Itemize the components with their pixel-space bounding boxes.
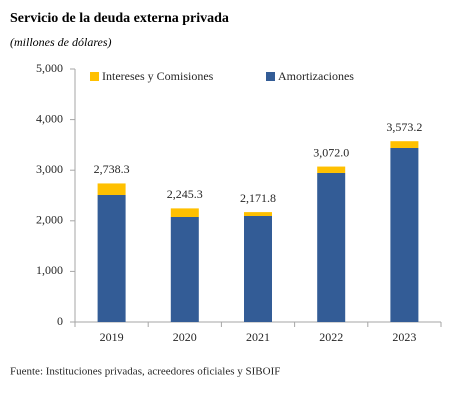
total-label: 3,573.2: [386, 120, 422, 134]
bar-segment: [97, 183, 126, 195]
bar-segment: [390, 147, 419, 322]
legend-swatch: [266, 72, 275, 81]
x-tick-label: 2022: [319, 330, 343, 344]
source-note: Fuente: Instituciones privadas, acreedor…: [10, 366, 280, 378]
bar-segment: [170, 208, 199, 218]
legend-label: Amortizaciones: [278, 69, 354, 83]
y-tick-label: 2,000: [36, 213, 63, 227]
x-tick-label: 2019: [100, 330, 124, 344]
y-tick-label: 4,000: [36, 111, 63, 125]
x-tick-label: 2020: [173, 330, 197, 344]
chart-title: Servicio de la deuda externa privada: [10, 11, 229, 26]
total-label: 2,245.3: [167, 187, 203, 201]
legend-swatch: [90, 72, 99, 81]
bar-segment: [317, 172, 346, 322]
y-tick-label: 3,000: [36, 162, 63, 176]
bar-segment: [317, 166, 346, 173]
bar-segment: [390, 141, 419, 148]
bar-segment: [244, 215, 272, 322]
chart-subtitle: (millones de dólares): [10, 35, 112, 49]
total-label: 3,072.0: [313, 145, 349, 159]
total-label: 2,738.3: [94, 162, 130, 176]
total-label: 2,171.8: [240, 191, 276, 205]
bar-segment: [170, 217, 199, 322]
bar-segment: [97, 194, 126, 322]
x-tick-label: 2023: [392, 330, 416, 344]
bar-segment: [244, 212, 272, 216]
y-tick-label: 5,000: [36, 61, 63, 75]
legend-label: Intereses y Comisiones: [102, 69, 214, 83]
x-tick-label: 2021: [246, 330, 270, 344]
y-tick-label: 0: [57, 314, 63, 328]
y-tick-label: 1,000: [36, 263, 63, 277]
